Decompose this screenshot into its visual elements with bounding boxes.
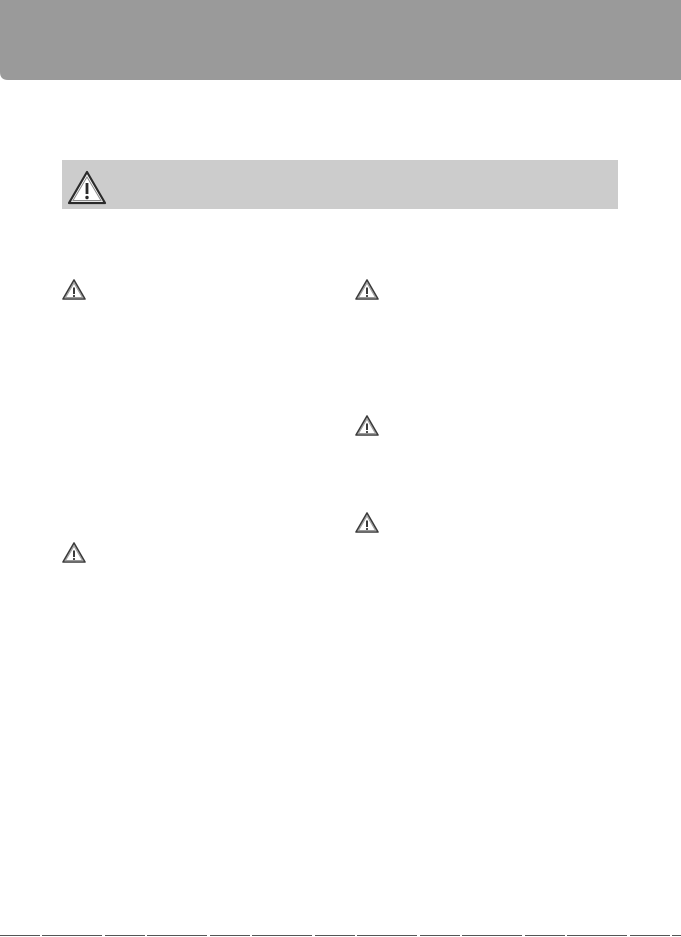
warning-icon [355,279,379,300]
warning-banner-icon [67,170,107,205]
warning-icon [62,542,86,563]
warning-icon [355,415,379,436]
header-bar [0,0,681,80]
warning-icon [355,512,379,533]
warning-banner [62,160,618,209]
warning-icon [62,279,86,300]
